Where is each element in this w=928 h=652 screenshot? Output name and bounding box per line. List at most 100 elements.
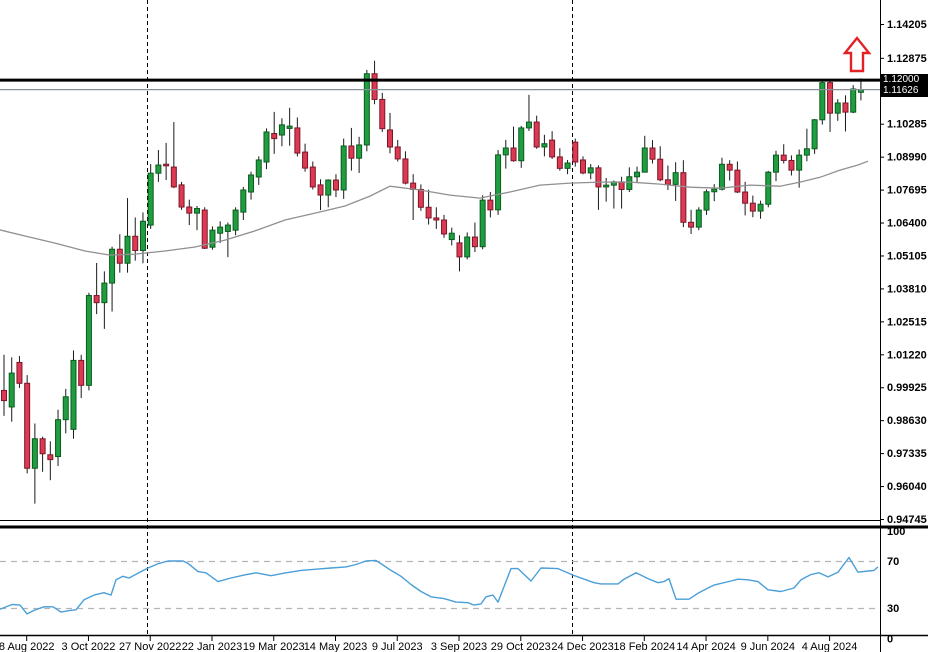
resistance-price-badge[interactable]: 1.12000 bbox=[880, 74, 928, 87]
rsi-axis-label: 0 bbox=[887, 633, 893, 645]
price-axis-label: 1.08990 bbox=[887, 152, 927, 164]
bullish-candle-body bbox=[31, 438, 38, 469]
price-axis-label: 1.10285 bbox=[887, 119, 927, 131]
rsi-axis-label: 30 bbox=[887, 603, 899, 615]
rsi-axis-label: 100 bbox=[887, 526, 905, 538]
bullish-candle-body bbox=[155, 164, 162, 174]
price-axis-label: 1.12875 bbox=[887, 53, 927, 65]
bearish-candle-body bbox=[417, 188, 424, 208]
bearish-candle-body bbox=[201, 209, 208, 249]
bullish-candle-body bbox=[340, 145, 347, 191]
bullish-candle-body bbox=[248, 174, 255, 193]
bearish-candle-body bbox=[132, 235, 139, 252]
bullish-candle-body bbox=[139, 220, 146, 252]
bearish-candle-body bbox=[170, 166, 177, 188]
bearish-candle-body bbox=[317, 184, 324, 196]
bullish-candle-body bbox=[518, 127, 525, 162]
bullish-candle-body bbox=[796, 154, 803, 171]
bullish-candle-body bbox=[718, 163, 725, 190]
bullish-candle-body bbox=[695, 209, 702, 228]
bullish-candle-body bbox=[286, 125, 293, 129]
bullish-candle-body bbox=[757, 203, 764, 212]
bullish-candle-body bbox=[773, 154, 779, 173]
price-axis-label: 0.96040 bbox=[887, 481, 927, 493]
bullish-candle-body bbox=[124, 235, 131, 264]
bullish-candle-body bbox=[819, 82, 826, 121]
bearish-candle-body bbox=[332, 179, 339, 191]
bullish-candle-body bbox=[634, 171, 641, 178]
bullish-candle-body bbox=[479, 199, 486, 248]
bullish-candle-body bbox=[672, 172, 679, 185]
bullish-candle-body bbox=[232, 209, 239, 231]
time-axis-label: 19 Mar 2023 bbox=[243, 641, 305, 652]
bullish-candle-body bbox=[564, 162, 571, 169]
bearish-candle-body bbox=[1, 389, 7, 402]
moving-average-line bbox=[0, 160, 869, 256]
bearish-candle-body bbox=[580, 159, 586, 174]
bearish-candle-body bbox=[471, 236, 478, 248]
bearish-candle-body bbox=[657, 158, 664, 181]
bearish-candle-body bbox=[387, 129, 393, 148]
bearish-candle-body bbox=[302, 151, 309, 169]
bearish-candle-body bbox=[394, 146, 401, 160]
bullish-candle-body bbox=[834, 102, 841, 114]
time-axis-label: 9 Jun 2024 bbox=[741, 641, 795, 652]
bullish-candle-body bbox=[263, 131, 270, 163]
bearish-candle-body bbox=[842, 102, 849, 113]
bullish-candle-body bbox=[850, 88, 857, 113]
bullish-candle-body bbox=[703, 191, 710, 211]
bearish-candle-body bbox=[425, 206, 432, 219]
bullish-candle-body bbox=[495, 154, 502, 211]
bearish-candle-body bbox=[595, 167, 602, 188]
bullish-candle-body bbox=[626, 176, 633, 190]
price-axis-label: 1.06400 bbox=[887, 218, 927, 230]
price-axis-label: 0.94745 bbox=[887, 514, 927, 526]
bearish-candle-body bbox=[294, 127, 301, 154]
time-axis-label: 18 Feb 2024 bbox=[613, 641, 675, 652]
bullish-candle-body bbox=[217, 226, 224, 234]
bullish-candle-body bbox=[55, 419, 62, 458]
bearish-candle-body bbox=[186, 206, 193, 214]
bearish-candle-body bbox=[456, 242, 463, 258]
time-axis-label: 9 Jul 2023 bbox=[372, 641, 423, 652]
bearish-candle-body bbox=[178, 184, 185, 208]
price-axis-label: 1.01220 bbox=[887, 349, 927, 361]
bearish-candle-body bbox=[39, 438, 46, 455]
bullish-candle-body bbox=[356, 144, 363, 159]
bullish-candle-body bbox=[240, 189, 247, 213]
bullish-candle-body bbox=[541, 143, 548, 148]
time-axis-label: 14 Apr 2024 bbox=[676, 641, 735, 652]
price-axis-label: 1.05105 bbox=[887, 250, 927, 262]
bearish-candle-body bbox=[827, 82, 834, 114]
time-axis-label: 29 Oct 2023 bbox=[491, 641, 551, 652]
time-axis-label: 22 Jan 2023 bbox=[182, 641, 243, 652]
rsi-indicator-line bbox=[0, 556, 879, 615]
bearish-candle-body bbox=[271, 133, 278, 140]
bearish-candle-body bbox=[533, 121, 540, 148]
panel-divider[interactable] bbox=[0, 525, 928, 529]
bullish-candle-body bbox=[765, 171, 772, 205]
up-arrow-annotation[interactable] bbox=[842, 36, 872, 73]
bearish-candle-body bbox=[371, 73, 378, 100]
bullish-candle-body bbox=[448, 232, 455, 241]
bearish-candle-body bbox=[78, 359, 85, 386]
bullish-candle-body bbox=[587, 167, 594, 174]
time-axis-label: 14 May 2023 bbox=[304, 641, 368, 652]
bullish-candle-body bbox=[525, 121, 532, 129]
bullish-candle-body bbox=[325, 179, 332, 196]
price-axis-label: 1.14205 bbox=[887, 19, 927, 31]
bullish-candle-body bbox=[147, 172, 154, 226]
bearish-candle-body bbox=[556, 156, 563, 169]
bearish-candle-body bbox=[16, 361, 23, 384]
time-axis-label: 24 Dec 2023 bbox=[551, 641, 613, 652]
bearish-candle-body bbox=[348, 145, 355, 159]
bullish-candle-body bbox=[109, 248, 116, 284]
bearish-candle-body bbox=[664, 179, 671, 185]
bullish-candle-body bbox=[209, 229, 216, 248]
bullish-candle-body bbox=[85, 295, 92, 386]
bearish-candle-body bbox=[379, 98, 386, 130]
bearish-candle-body bbox=[116, 248, 123, 264]
bearish-candle-body bbox=[780, 154, 787, 161]
